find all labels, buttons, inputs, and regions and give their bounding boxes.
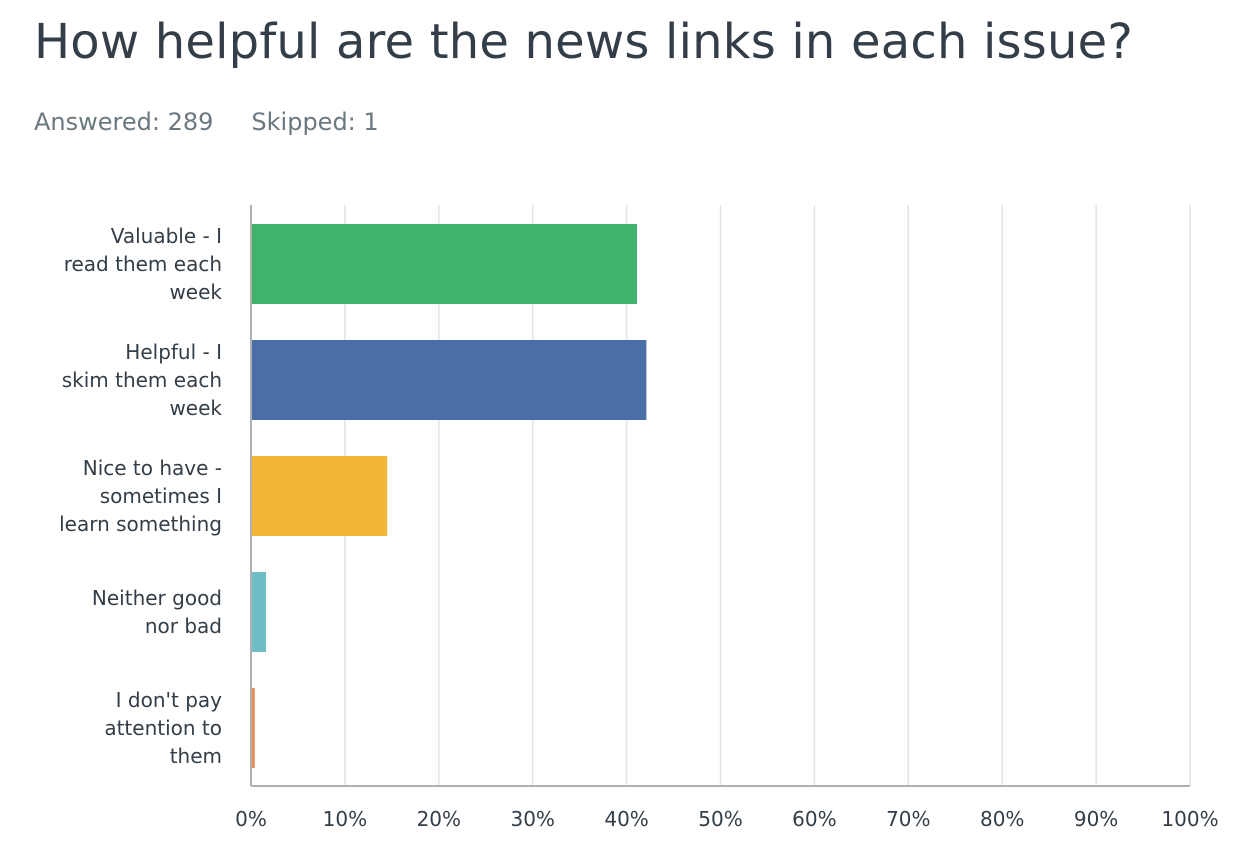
x-tick-label: 80% xyxy=(980,807,1024,831)
answered-stat: Answered: 289 xyxy=(34,108,213,136)
skipped-label: Skipped: xyxy=(251,108,356,136)
axes xyxy=(250,205,1190,787)
x-tick-label: 60% xyxy=(792,807,836,831)
bar xyxy=(252,572,267,652)
tick-labels: 0% 10% 20% 30% 40% 50% 60% 70% 80% 90% 100% xyxy=(235,807,1218,831)
category-label-line: skim them each xyxy=(62,368,222,392)
x-tick-label: 50% xyxy=(698,807,742,831)
x-tick-label: 40% xyxy=(604,807,648,831)
category-label-line: Helpful - I xyxy=(125,340,222,364)
x-tick-label: 100% xyxy=(1161,807,1218,831)
x-tick-label: 30% xyxy=(510,807,554,831)
x-tick-label: 0% xyxy=(235,807,267,831)
category-label-line: attention to xyxy=(104,716,222,740)
answered-count: 289 xyxy=(167,108,214,136)
x-tick-label: 70% xyxy=(886,807,930,831)
x-tick-label: 10% xyxy=(323,807,367,831)
category-label-line: sometimes I xyxy=(100,484,222,508)
skipped-stat: Skipped: 1 xyxy=(251,108,378,136)
response-stats: Answered: 289 Skipped: 1 xyxy=(34,108,417,136)
category-label-line: week xyxy=(169,280,222,304)
skipped-count: 1 xyxy=(363,108,379,136)
category-label-line: read them each xyxy=(64,252,222,276)
category-label: Neither good nor bad xyxy=(92,586,222,638)
category-label-line: nor bad xyxy=(145,614,222,638)
category-label-line: Valuable - I xyxy=(111,224,222,248)
category-label-line: week xyxy=(169,396,222,420)
bar xyxy=(252,340,647,420)
x-tick-label: 90% xyxy=(1074,807,1118,831)
category-label-line: Nice to have - xyxy=(83,456,222,480)
bar xyxy=(252,224,637,304)
bar xyxy=(252,456,388,536)
category-label-line: them xyxy=(170,744,222,768)
bar xyxy=(252,688,255,768)
answered-label: Answered: xyxy=(34,108,160,136)
category-label: I don't pay attention to them xyxy=(104,688,222,768)
bars xyxy=(252,224,647,768)
category-label: Valuable - I read them each week xyxy=(64,224,223,304)
x-tick-label: 20% xyxy=(417,807,461,831)
category-label: Nice to have - sometimes I learn something xyxy=(59,456,222,536)
question-title: How helpful are the news links in each i… xyxy=(34,14,1134,70)
category-label-line: Neither good xyxy=(92,586,222,610)
category-label-line: I don't pay xyxy=(116,688,223,712)
category-label: Helpful - I skim them each week xyxy=(62,340,223,420)
category-label-line: learn something xyxy=(59,512,222,536)
